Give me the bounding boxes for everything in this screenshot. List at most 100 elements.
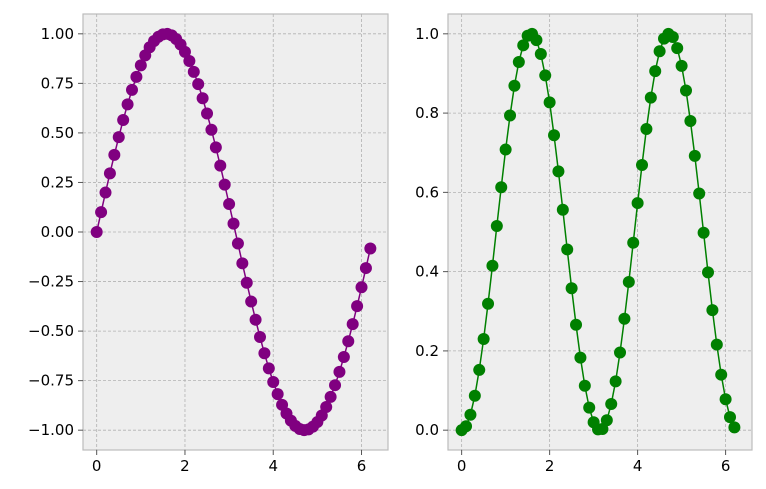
data-point xyxy=(178,45,191,58)
data-point xyxy=(223,198,236,211)
data-point xyxy=(192,78,205,91)
data-point xyxy=(460,420,473,433)
y-tick-label: 0.0 xyxy=(415,421,439,439)
data-point xyxy=(530,34,543,47)
x-tick-label: 0 xyxy=(92,457,102,475)
data-point xyxy=(618,312,631,325)
data-point xyxy=(359,262,372,275)
data-point xyxy=(565,282,578,295)
data-point xyxy=(477,333,490,346)
data-point xyxy=(583,401,596,414)
data-point xyxy=(112,131,125,144)
data-point xyxy=(99,186,112,199)
data-point xyxy=(548,129,561,142)
data-point xyxy=(578,379,591,392)
data-point xyxy=(103,167,116,180)
data-point xyxy=(324,390,337,403)
data-point xyxy=(253,331,266,344)
data-point xyxy=(486,259,499,272)
data-point xyxy=(320,400,333,413)
y-tick-label: 0.25 xyxy=(41,173,74,191)
data-point xyxy=(108,148,121,161)
y-tick-label: −0.25 xyxy=(28,273,74,291)
data-point xyxy=(271,388,284,401)
data-point xyxy=(482,297,495,310)
y-tick-label: 0.8 xyxy=(415,104,439,122)
data-point xyxy=(490,220,503,233)
data-point xyxy=(697,226,710,239)
data-point xyxy=(499,143,512,156)
x-tick-label: 2 xyxy=(180,457,190,475)
data-point xyxy=(627,236,640,249)
data-point xyxy=(512,55,525,68)
data-point xyxy=(236,257,249,270)
data-point xyxy=(728,421,741,434)
x-tick-label: 6 xyxy=(721,457,731,475)
data-point xyxy=(644,91,657,104)
y-tick-label: 1.00 xyxy=(41,25,74,43)
data-point xyxy=(495,181,508,194)
data-point xyxy=(534,48,547,61)
data-point xyxy=(675,59,688,72)
data-point xyxy=(121,98,134,111)
data-point xyxy=(125,83,138,96)
data-point xyxy=(636,159,649,172)
data-point xyxy=(258,347,271,360)
data-point xyxy=(719,393,732,406)
data-point xyxy=(508,79,521,92)
data-point xyxy=(468,389,481,402)
data-point xyxy=(605,398,618,411)
data-point xyxy=(543,96,556,109)
data-point xyxy=(622,275,635,288)
data-point xyxy=(262,362,275,375)
data-point xyxy=(724,411,737,424)
data-point xyxy=(688,149,701,162)
data-point xyxy=(473,363,486,376)
y-tick-label: 0.75 xyxy=(41,74,74,92)
data-point xyxy=(640,122,653,135)
x-tick-label: 4 xyxy=(633,457,643,475)
data-point xyxy=(90,226,103,238)
data-point xyxy=(231,237,244,250)
data-point xyxy=(201,107,214,120)
data-point xyxy=(653,45,666,58)
data-point xyxy=(680,84,693,97)
data-point xyxy=(187,65,200,78)
data-point xyxy=(130,70,143,83)
data-point xyxy=(539,69,552,82)
data-point xyxy=(570,318,583,331)
data-point xyxy=(218,178,231,191)
data-point xyxy=(464,408,477,421)
data-point xyxy=(346,318,359,331)
data-point xyxy=(249,313,262,326)
data-point xyxy=(574,351,587,364)
data-point xyxy=(355,281,368,294)
data-point xyxy=(351,300,364,313)
data-point xyxy=(333,365,346,378)
data-point xyxy=(342,335,355,348)
data-point xyxy=(364,242,377,255)
y-tick-label: −0.75 xyxy=(28,372,74,390)
data-point xyxy=(95,206,108,219)
data-point xyxy=(715,368,728,381)
data-point xyxy=(556,203,569,216)
sine-chart-panel: −1.00 −0.75 −0.50 −0.25 0.00 0.25 0.50 0.75 1.00… xyxy=(28,13,389,475)
data-point xyxy=(196,92,209,105)
y-tick-label: 0.00 xyxy=(41,223,74,241)
x-tick-label: 4 xyxy=(268,457,278,475)
data-point xyxy=(552,165,565,178)
data-point xyxy=(205,123,218,136)
data-point xyxy=(693,187,706,200)
data-point xyxy=(209,141,222,154)
data-point xyxy=(649,65,662,78)
data-point xyxy=(240,276,253,289)
data-point xyxy=(504,109,517,122)
data-point xyxy=(666,30,679,43)
data-point xyxy=(517,39,530,52)
data-point xyxy=(134,59,147,72)
data-point xyxy=(245,295,258,308)
data-point xyxy=(671,42,684,55)
x-tick-label: 6 xyxy=(357,457,367,475)
sine-squared-chart-panel: 0.0 0.2 0.4 0.6 0.8 1.0 0 2 4 6 xyxy=(415,13,753,475)
